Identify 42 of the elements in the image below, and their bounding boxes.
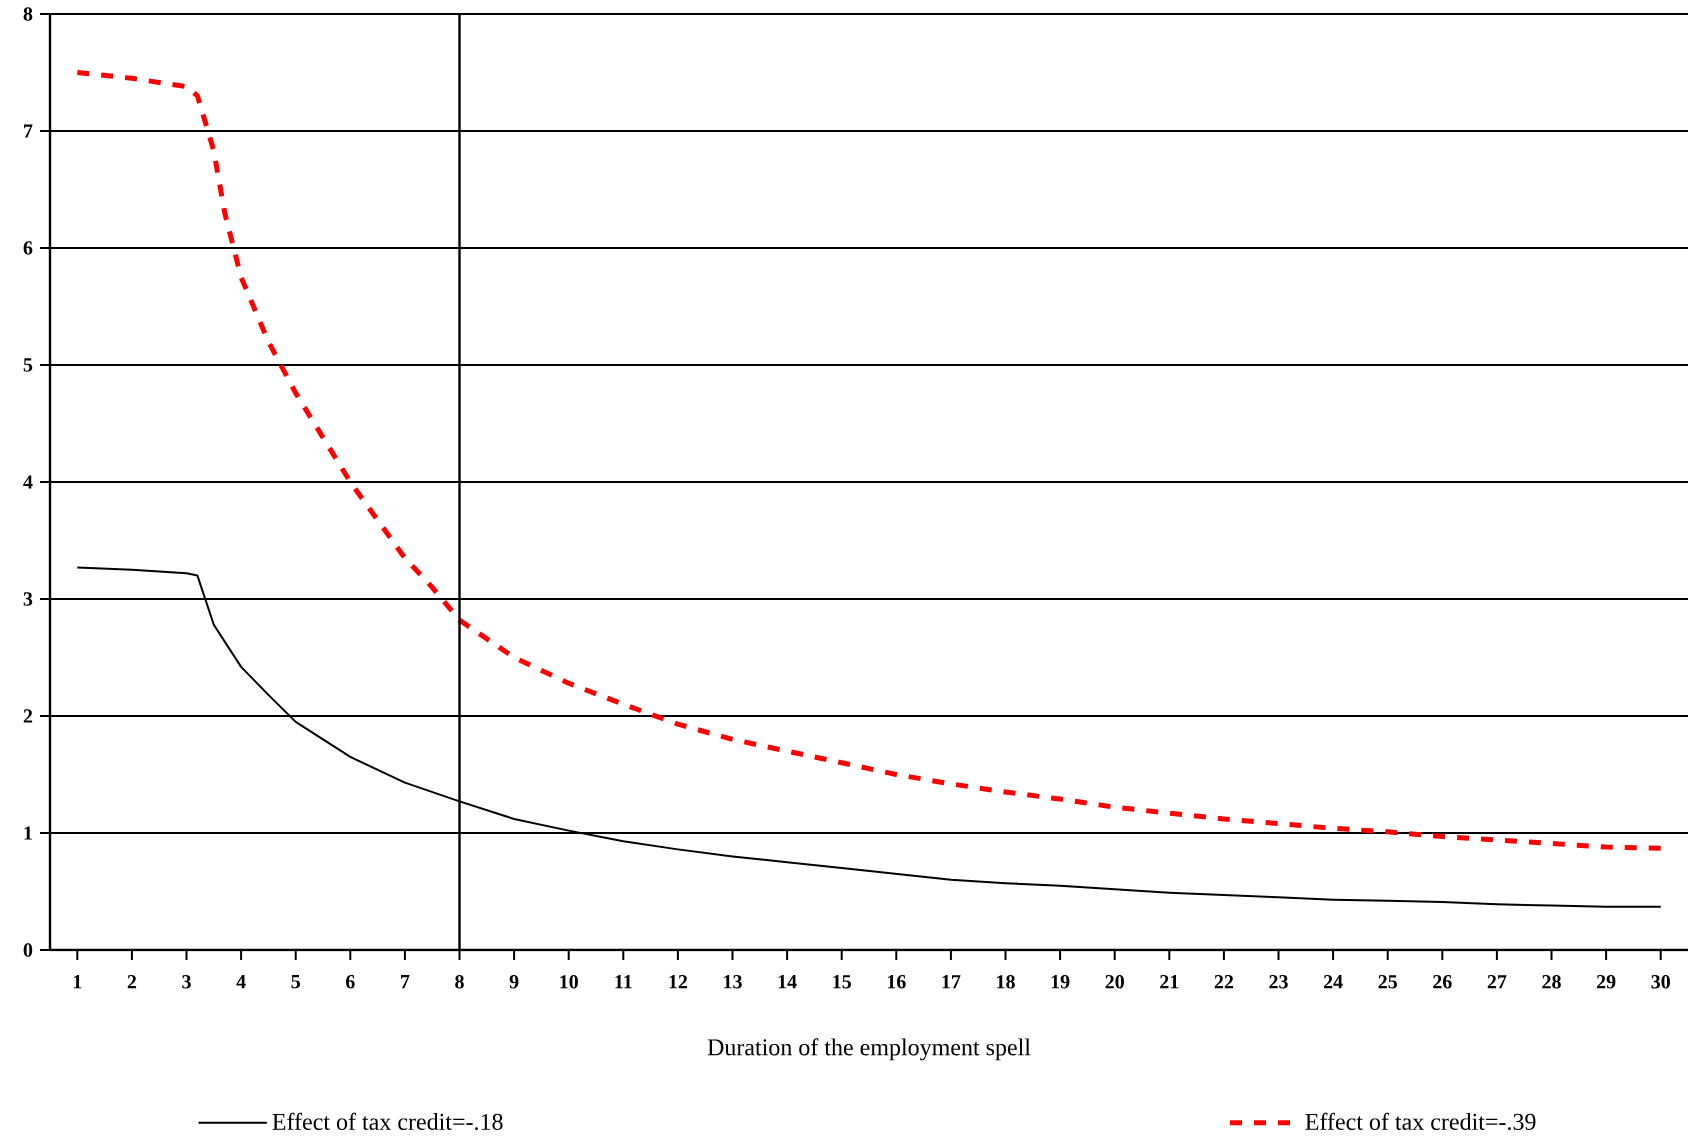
x-tick-label: 23 [1269,975,1288,989]
x-tick-label: 3 [182,975,191,989]
y-tick-label: 0 [23,943,33,957]
y-tick-label: 6 [23,241,33,255]
x-tick-label: 19 [1051,975,1070,989]
y-tick-label: 1 [24,826,32,840]
x-tick-label: 27 [1487,975,1507,989]
x-tick-label: 1 [73,975,82,989]
x-tick-label: 22 [1214,975,1234,989]
x-tick-label: 12 [669,975,688,989]
x-tick-label: 29 [1596,975,1616,989]
x-tick-label: 10 [560,975,578,989]
x-tick-label: 4 [236,975,246,989]
x-tick-label: 30 [1651,975,1670,989]
x-tick-label: 6 [346,975,355,989]
x-tick-label: 14 [778,975,797,989]
x-tick-label: 21 [1160,975,1179,989]
x-tick-label: 28 [1542,975,1561,989]
x-tick-label: 25 [1378,975,1397,989]
y-tick-label: 7 [24,124,33,138]
x-tick-label: 20 [1105,975,1124,989]
x-tick-label: 26 [1433,975,1452,989]
legend-label: Effect of tax credit=-.39 [1305,1112,1536,1131]
x-tick-label: 11 [615,975,632,989]
x-axis-title: Duration of the employment spell [707,1038,1031,1061]
x-tick-label: 17 [942,975,961,989]
x-tick-label: 18 [997,975,1015,989]
legend-label: Effect of tax credit=-.18 [272,1112,503,1131]
x-tick-label: 15 [833,975,851,989]
x-tick-label: 13 [724,975,742,989]
y-tick-label: 3 [23,592,33,606]
y-tick-label: 4 [23,475,33,489]
y-tick-label: 5 [23,358,33,372]
x-tick-label: 16 [887,975,906,989]
x-tick-label: 2 [127,975,137,989]
x-tick-label: 5 [291,975,300,989]
y-tick-label: 8 [23,7,33,21]
x-tick-label: 7 [401,975,410,989]
x-tick-label: 9 [509,975,519,989]
x-tick-label: 24 [1323,975,1343,989]
x-tick-label: 8 [455,975,464,989]
y-tick-label: 2 [23,709,33,723]
